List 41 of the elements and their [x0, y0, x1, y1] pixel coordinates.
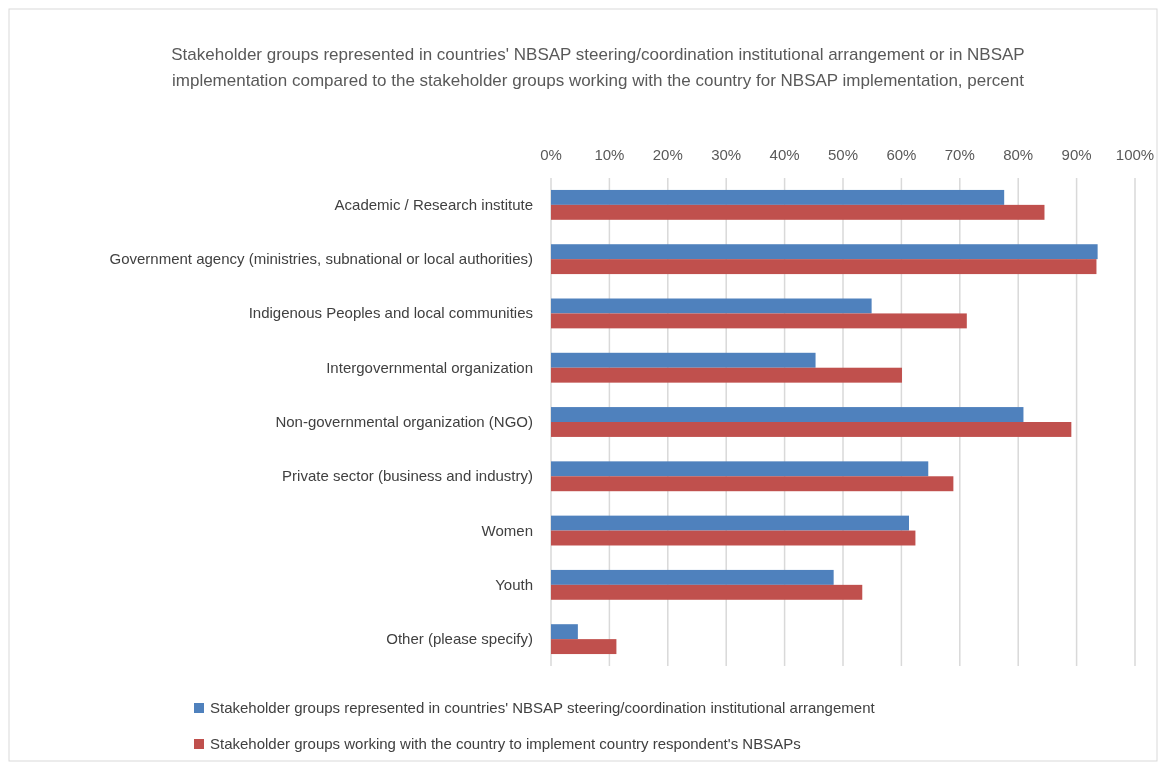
bar: [551, 515, 909, 531]
x-tick-label: 20%: [652, 146, 683, 163]
y-tick-label: Indigenous Peoples and local communities: [248, 304, 533, 322]
x-tick-label: 0%: [540, 146, 562, 163]
y-tick-label: Academic / Research institute: [334, 195, 533, 213]
bar: [551, 461, 929, 477]
x-tick-label: 10%: [594, 146, 625, 163]
x-tick-label: 100%: [1115, 146, 1155, 163]
x-tick-label: 40%: [769, 146, 800, 163]
y-tick-label: Women: [481, 521, 533, 539]
bar: [551, 476, 954, 492]
x-tick-label: 50%: [827, 146, 859, 163]
bar: [551, 530, 916, 546]
y-tick-label: Private sector (business and industry): [282, 467, 533, 485]
x-tick-label: 90%: [1061, 146, 1092, 163]
y-tick-label: Government agency (ministries, subnational or local authorities): [109, 250, 533, 268]
bar: [551, 189, 1005, 205]
bar: [551, 352, 816, 368]
bar: [551, 367, 902, 383]
y-tick-label: Non-governmental organization (NGO): [275, 413, 533, 430]
bar: [551, 407, 1024, 422]
y-tick-label: Youth: [495, 575, 533, 593]
bar: [551, 259, 1097, 275]
bar: [551, 584, 863, 600]
y-tick-label: Other (please specify): [386, 630, 533, 648]
legend-label: Stakeholder groups represented in countries' NBSAP steering/coordination institutional arrangement: [210, 699, 876, 716]
bar: [551, 624, 578, 640]
x-tick-label: 60%: [886, 146, 917, 163]
legend-label: Stakeholder groups working with the country to implement country respondent's NBSAPs: [210, 735, 801, 752]
bar: [551, 639, 617, 655]
bar: [551, 313, 967, 329]
bar: [551, 298, 872, 314]
bar: [551, 244, 1098, 260]
bar: [551, 422, 1072, 437]
bar: [551, 204, 1045, 220]
y-tick-label: Intergovernmental organization: [326, 358, 533, 376]
chart-title: Stakeholder groups represented in countries' NBSAP steering/coordination institutional arrangement or in NBSAP implementation compared to the stakeholder groups working with the country for NBSAP implementation, percent: [171, 45, 1025, 90]
x-tick-label: 80%: [1003, 146, 1034, 163]
x-tick-label: 30%: [711, 146, 742, 163]
x-tick-label: 70%: [944, 146, 975, 163]
bar: [551, 569, 834, 585]
